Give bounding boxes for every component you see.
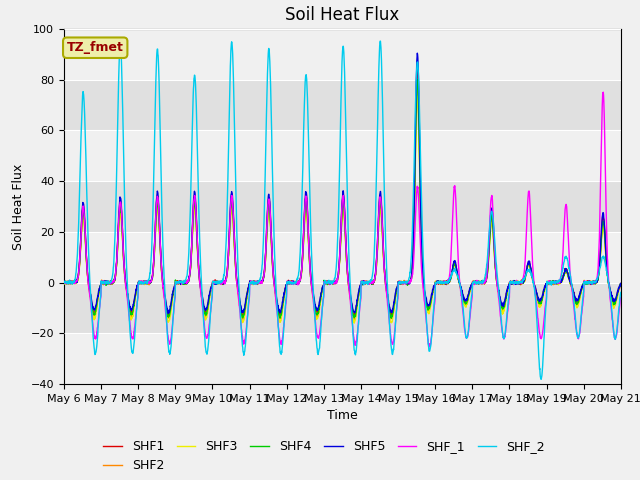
SHF_2 xyxy=(617,289,625,295)
SHF4 xyxy=(60,281,68,287)
SHF_2 xyxy=(568,282,576,288)
SHF5 xyxy=(164,311,172,316)
Bar xyxy=(64,333,621,384)
SHF2 xyxy=(60,280,68,286)
SHF1 xyxy=(351,314,358,320)
SHF4 xyxy=(358,279,366,285)
SHF_1 xyxy=(600,89,607,95)
SHF1 xyxy=(505,284,513,290)
SHF_2 xyxy=(584,280,591,286)
SHF4 xyxy=(584,279,591,285)
Bar xyxy=(64,232,621,283)
SHF1 xyxy=(413,61,421,67)
Bar xyxy=(64,130,621,181)
Line: SHF4: SHF4 xyxy=(64,80,621,318)
SHF2 xyxy=(216,279,223,285)
SHF1 xyxy=(617,281,625,287)
SHF2 xyxy=(584,280,591,286)
SHF_2 xyxy=(504,297,512,302)
SHF3 xyxy=(359,279,367,285)
SHF3 xyxy=(371,277,379,283)
SHF_1 xyxy=(358,279,366,285)
SHF4 xyxy=(568,284,576,289)
SHF4 xyxy=(505,284,513,290)
SHF2 xyxy=(359,281,367,287)
SHF5 xyxy=(584,279,591,285)
SHF_1 xyxy=(584,279,591,285)
Bar xyxy=(64,181,621,232)
SHF4 xyxy=(413,77,421,83)
SHF_1 xyxy=(426,344,433,350)
Line: SHF_2: SHF_2 xyxy=(64,41,621,379)
SHF2 xyxy=(371,277,379,283)
SHF5 xyxy=(371,276,379,282)
SHF5 xyxy=(60,280,68,286)
SHF3 xyxy=(584,279,591,285)
Bar xyxy=(64,283,621,333)
SHF3 xyxy=(505,284,513,290)
SHF_1 xyxy=(60,279,68,285)
Line: SHF2: SHF2 xyxy=(64,82,621,319)
SHF3 xyxy=(413,94,421,99)
SHF3 xyxy=(617,281,625,287)
SHF1 xyxy=(60,279,68,285)
Title: Soil Heat Flux: Soil Heat Flux xyxy=(285,6,399,24)
SHF_1 xyxy=(617,295,625,300)
SHF_2 xyxy=(371,243,378,249)
Text: TZ_fmet: TZ_fmet xyxy=(67,41,124,54)
SHF_1 xyxy=(216,279,223,285)
Line: SHF1: SHF1 xyxy=(64,64,621,317)
SHF4 xyxy=(617,282,625,288)
SHF1 xyxy=(584,280,591,286)
Y-axis label: Soil Heat Flux: Soil Heat Flux xyxy=(12,163,25,250)
SHF5 xyxy=(617,280,625,286)
SHF1 xyxy=(216,280,223,286)
SHF1 xyxy=(568,284,576,290)
SHF2 xyxy=(568,285,576,290)
SHF5 xyxy=(216,280,223,286)
SHF_1 xyxy=(504,301,512,307)
SHF2 xyxy=(350,316,358,322)
SHF3 xyxy=(216,280,223,286)
SHF4 xyxy=(216,279,223,285)
SHF1 xyxy=(371,277,379,283)
X-axis label: Time: Time xyxy=(327,409,358,422)
SHF1 xyxy=(359,281,367,287)
Line: SHF_1: SHF_1 xyxy=(64,92,621,347)
SHF3 xyxy=(60,280,68,286)
SHF3 xyxy=(350,320,358,326)
SHF_1 xyxy=(568,286,575,292)
SHF_2 xyxy=(376,38,384,44)
SHF5 xyxy=(568,284,576,290)
SHF_2 xyxy=(216,281,223,287)
SHF_2 xyxy=(537,376,545,382)
Line: SHF3: SHF3 xyxy=(64,96,621,323)
Line: SHF5: SHF5 xyxy=(64,53,621,313)
SHF5 xyxy=(413,50,421,56)
SHF_1 xyxy=(371,278,378,284)
Bar xyxy=(64,29,621,80)
SHF_2 xyxy=(358,280,366,286)
SHF5 xyxy=(359,280,367,286)
SHF3 xyxy=(568,284,576,289)
SHF4 xyxy=(371,277,378,283)
SHF2 xyxy=(617,281,625,287)
Legend: SHF1, SHF2, SHF3, SHF4, SHF5, SHF_1, SHF_2: SHF1, SHF2, SHF3, SHF4, SHF5, SHF_1, SHF… xyxy=(98,435,550,477)
Bar xyxy=(64,80,621,130)
SHF_2 xyxy=(60,280,68,286)
SHF2 xyxy=(413,79,421,85)
SHF4 xyxy=(388,315,396,321)
SHF2 xyxy=(505,283,513,288)
SHF5 xyxy=(505,283,513,288)
